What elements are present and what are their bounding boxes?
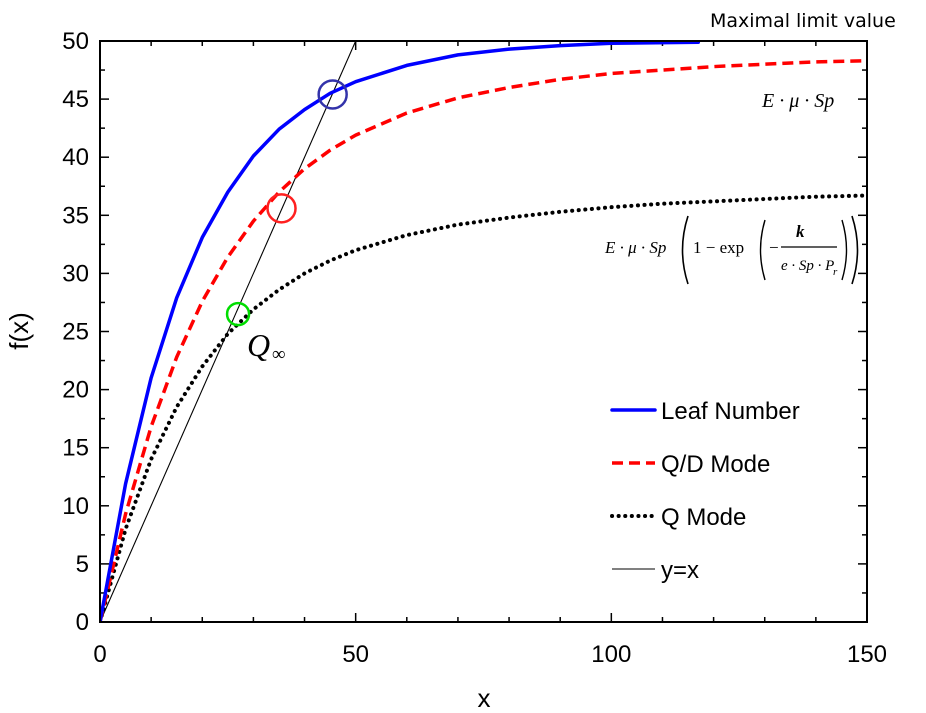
marker-group [225,79,348,327]
q-infinity-letter: Q [247,327,270,363]
y-tick-label: 20 [62,377,89,404]
top-note: Maximal limit value [710,10,896,32]
formula-lower-prefix: E · μ · Sp [604,238,666,257]
y-tick-labels: 0 5 10 15 20 25 30 35 40 45 50 [62,28,89,636]
legend: Leaf Number Q/D Mode Q Mode y=x [610,398,800,584]
y-tick-label: 25 [62,319,89,346]
formula-outer-left-paren [681,215,689,285]
formula-lower-inner: 1 − exp [693,238,744,257]
series-line-leaf-number [100,41,701,622]
y-tick-label: 15 [62,435,89,462]
series-line-q-mode [100,193,867,622]
y-tick-label: 35 [62,202,89,229]
formula-upper: E · μ · Sp [761,90,834,112]
y-tick-label: 0 [76,609,89,636]
q-infinity-label: Q ∞ [247,327,286,365]
y-tick-label: 45 [62,86,89,113]
marker-leaf [317,79,348,110]
y-tick-label: 40 [62,144,89,171]
q-infinity-subscript: ∞ [272,344,286,365]
formula-inner-right-paren [841,219,848,281]
y-tick-label: 30 [62,260,89,287]
series-line-q-d-mode [100,59,867,622]
formula-inner-left-paren [759,219,766,281]
formula-lower-minus: − [769,238,779,257]
formula-lower: E · μ · Sp 1 − exp − k e · Sp · P r [604,215,859,285]
series-group [100,41,867,622]
marker-qd [266,193,297,224]
x-tick-label: 150 [847,641,887,668]
y-tick-label: 10 [62,493,89,520]
x-tick-labels: 0 50 100 150 [93,641,887,668]
series-line-y-x [100,41,357,622]
y-tick-label: 5 [76,551,89,578]
plot-frame [99,40,868,623]
legend-label: Leaf Number [661,398,800,425]
x-axis-label: x [478,683,491,713]
formula-lower-denominator: e · Sp · P [781,258,834,274]
formula-lower-numerator: k [796,222,805,241]
x-tick-label: 100 [591,641,631,668]
y-tick-label: 50 [62,28,89,55]
legend-label: y=x [661,557,699,584]
marker-q [225,301,251,327]
legend-label: Q/D Mode [661,451,770,478]
formula-lower-denominator-sub: r [833,266,838,278]
tick-marks [99,40,868,623]
formula-outer-right-paren [851,215,859,285]
y-axis-label: f(x) [4,312,34,350]
x-tick-label: 0 [93,641,106,668]
legend-label: Q Mode [661,504,746,531]
x-tick-label: 50 [342,641,369,668]
